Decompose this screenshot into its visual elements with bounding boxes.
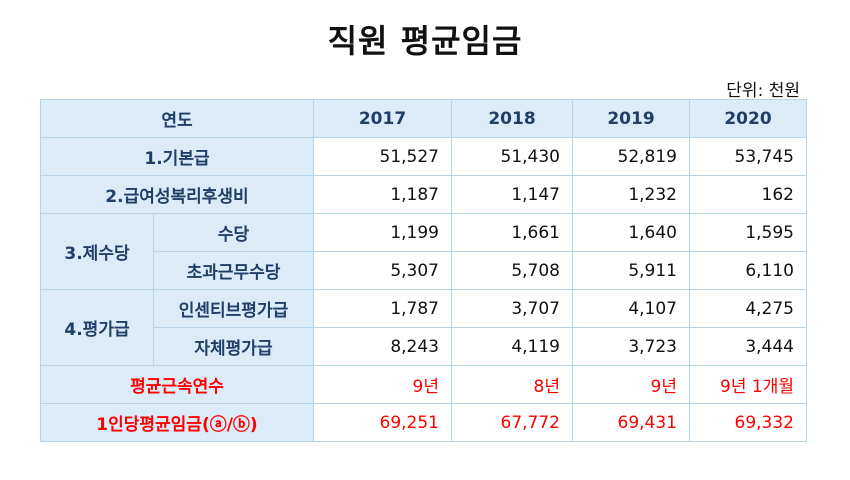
cell: 3,444 [689, 327, 807, 366]
row-group-evaluation: 4.평가급 [40, 289, 154, 366]
table-row-allowance: 3.제수당 수당 1,199 1,661 1,640 1,595 [40, 213, 807, 290]
cell: 69,431 [572, 403, 690, 442]
year-2020: 2020 [689, 99, 807, 138]
table-row-avg-wage: 1인당평균임금(ⓐ/ⓑ) 69,251 67,772 69,431 69,332 [40, 403, 807, 442]
cell: 52,819 [572, 137, 690, 176]
cell: 3,707 [451, 289, 573, 328]
cell: 162 [689, 175, 807, 214]
cell: 4,107 [572, 289, 690, 328]
row-label-incentive: 인센티브평가급 [153, 289, 314, 328]
cell: 8년 [451, 365, 573, 404]
table-row-overtime: 초과근무수당 5,307 5,708 5,911 6,110 [41, 251, 807, 290]
cell: 1,787 [313, 289, 452, 328]
row-label-avg-wage: 1인당평균임금(ⓐ/ⓑ) [40, 403, 314, 442]
row-label-self-eval: 자체평가급 [153, 327, 314, 366]
cell: 9년 [572, 365, 690, 404]
row-label-overtime: 초과근무수당 [153, 251, 314, 290]
wage-table: 연도 2017 2018 2019 2020 1.기본급 51,527 51,4… [40, 99, 807, 442]
year-2017: 2017 [313, 99, 452, 138]
row-group-allowance: 3.제수당 [40, 213, 154, 290]
year-2018: 2018 [451, 99, 573, 138]
table-row-basic: 1.기본급 51,527 51,430 52,819 53,745 [40, 137, 807, 176]
table-row-welfare: 2.급여성복리후생비 1,187 1,147 1,232 162 [40, 175, 807, 214]
cell: 1,661 [451, 213, 573, 252]
year-2019: 2019 [572, 99, 690, 138]
header-row: 연도 2017 2018 2019 2020 [40, 99, 807, 138]
cell: 5,307 [313, 251, 452, 290]
page-title: 직원 평균임금 [327, 22, 523, 60]
unit-label: 단위: 천원 [726, 81, 800, 101]
table-row-self-eval: 자체평가급 8,243 4,119 3,723 3,444 [41, 327, 807, 366]
cell: 69,332 [689, 403, 807, 442]
row-label-tenure: 평균근속연수 [40, 365, 314, 404]
table-row-incentive: 4.평가급 인센티브평가급 1,787 3,707 4,107 4,275 [40, 289, 807, 366]
cell: 9년 1개월 [689, 365, 807, 404]
cell: 4,119 [451, 327, 573, 366]
cell: 5,911 [572, 251, 690, 290]
year-header-label: 연도 [40, 99, 314, 138]
table-row-tenure: 평균근속연수 9년 8년 9년 9년 1개월 [40, 365, 807, 404]
cell: 53,745 [689, 137, 807, 176]
row-label-basic: 1.기본급 [40, 137, 314, 176]
cell: 6,110 [689, 251, 807, 290]
cell: 1,187 [313, 175, 452, 214]
cell: 69,251 [313, 403, 452, 442]
cell: 51,430 [451, 137, 573, 176]
cell: 1,232 [572, 175, 690, 214]
cell: 3,723 [572, 327, 690, 366]
row-label-welfare: 2.급여성복리후생비 [40, 175, 314, 214]
cell: 1,199 [313, 213, 452, 252]
cell: 5,708 [451, 251, 573, 290]
cell: 67,772 [451, 403, 573, 442]
cell: 4,275 [689, 289, 807, 328]
cell: 51,527 [313, 137, 452, 176]
cell: 8,243 [313, 327, 452, 366]
cell: 9년 [313, 365, 452, 404]
cell: 1,595 [689, 213, 807, 252]
cell: 1,640 [572, 213, 690, 252]
row-label-allowance: 수당 [153, 213, 314, 252]
cell: 1,147 [451, 175, 573, 214]
